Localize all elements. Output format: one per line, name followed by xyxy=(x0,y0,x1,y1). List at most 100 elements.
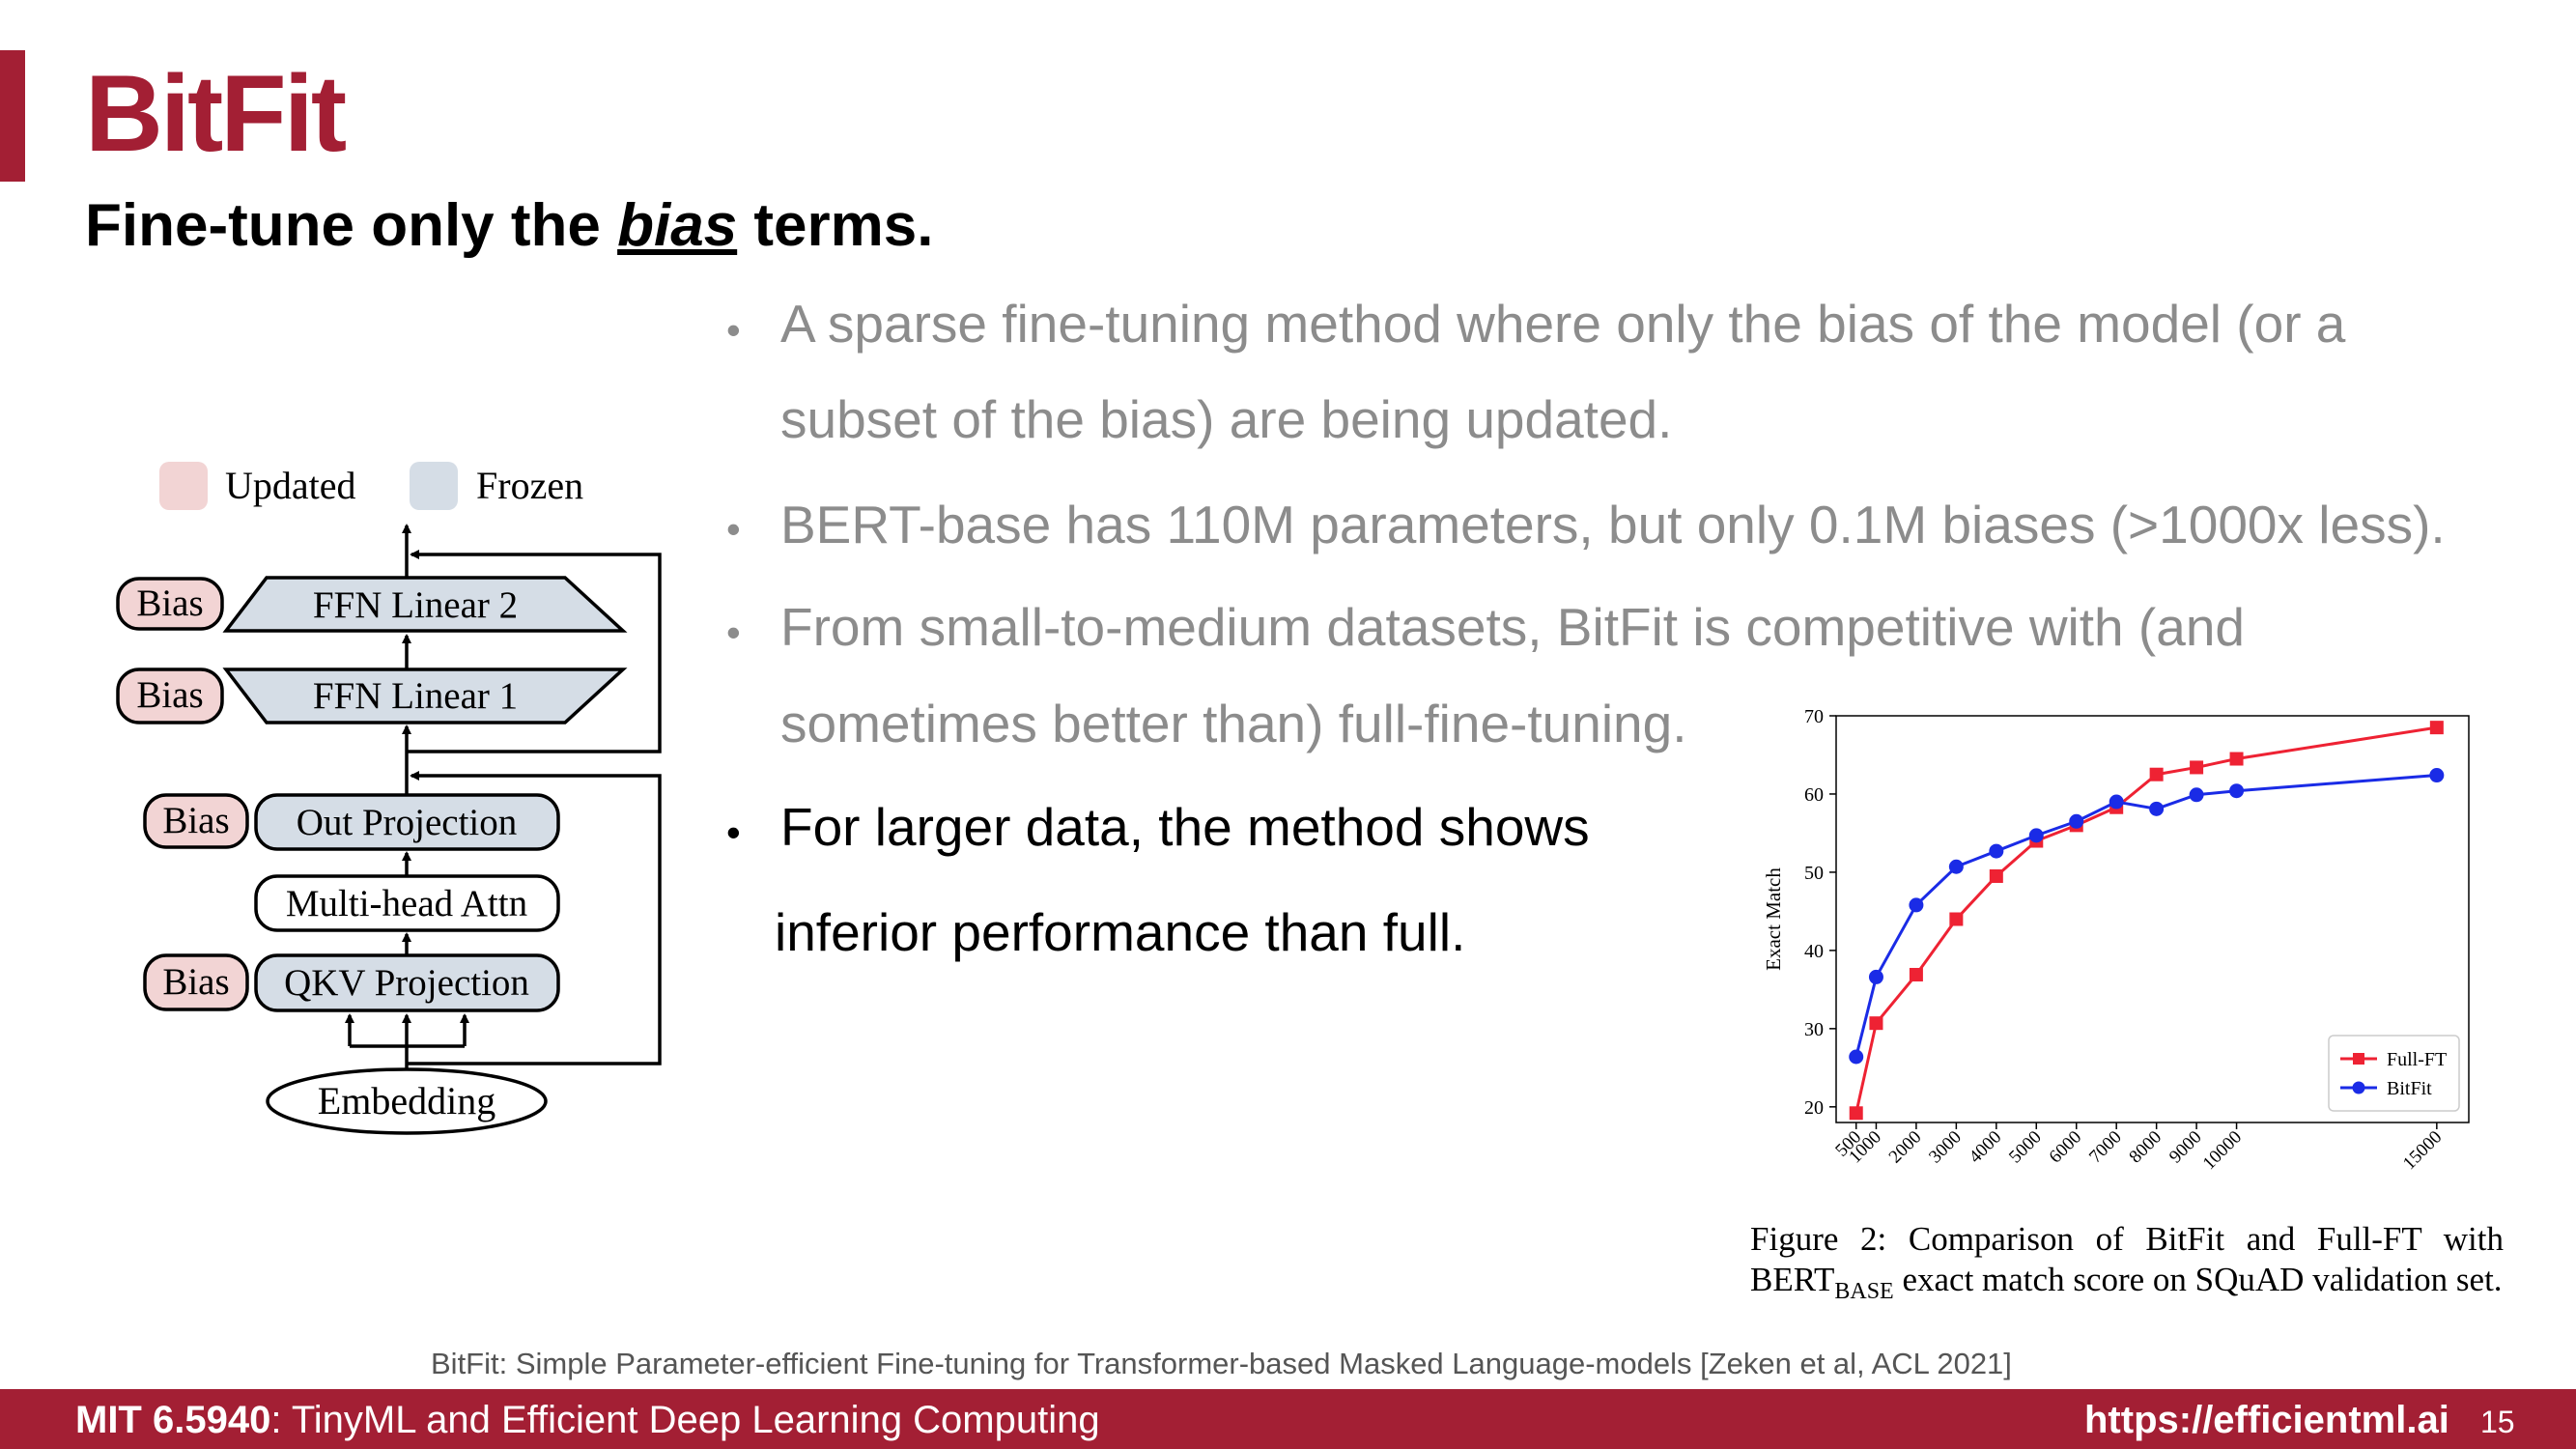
bullet-marker: • xyxy=(726,810,741,855)
bias-ffn2 xyxy=(116,577,224,631)
data-point xyxy=(2028,828,2044,843)
bitfit-architecture-diagram: Updated Frozen Bias FFN Linear 2 Bias FF… xyxy=(116,462,662,1135)
bullet-marker: • xyxy=(726,307,741,353)
data-point xyxy=(2429,768,2445,783)
data-point xyxy=(2189,787,2204,803)
chart-series xyxy=(1849,721,2445,1121)
slide-subtitle: Fine-tune only the bias terms. xyxy=(85,187,934,265)
legend-updated-label: Updated xyxy=(225,464,356,507)
bias-out-projection xyxy=(143,793,249,849)
x-tick-label: 2000 xyxy=(1885,1127,1926,1168)
subtitle-pre: Fine-tune only the xyxy=(85,192,618,259)
bullet-marker: • xyxy=(726,610,741,655)
qkv-projection-block xyxy=(254,953,560,1012)
bias-ffn2-label: Bias xyxy=(136,582,203,624)
x-tick-label: 5000 xyxy=(2005,1127,2046,1168)
chart-legend: Full-FT BitFit xyxy=(2328,1035,2460,1112)
ffn-linear-1-label: FFN Linear 1 xyxy=(313,675,518,717)
caption-line-2: BERTBASE exact match score on SQuAD vali… xyxy=(1750,1260,2504,1312)
legend-marker xyxy=(2352,1081,2365,1094)
out-projection-label: Out Projection xyxy=(297,802,518,843)
ffn-linear-2-block xyxy=(222,576,628,633)
data-point xyxy=(1909,967,1923,981)
series-line xyxy=(1854,774,2437,1058)
title-accent-bar xyxy=(0,50,25,182)
bullet-3-line-1: From small-to-medium datasets, BitFit is… xyxy=(780,597,2245,657)
citation: BitFit: Simple Parameter-efficient Fine-… xyxy=(431,1347,2012,1380)
bullet-1-line-2: subset of the bias) are being updated. xyxy=(780,389,1673,449)
subtitle-post: terms. xyxy=(737,192,934,259)
x-tick-label: 4000 xyxy=(1966,1127,2006,1168)
bullet-2: BERT-base has 110M parameters, but only … xyxy=(780,495,2446,554)
caption-line-1: Figure 2: Comparison of BitFit and Full-… xyxy=(1750,1220,2504,1258)
legend-box xyxy=(2328,1035,2460,1112)
bullet-4-line-2: inferior performance than full. xyxy=(775,902,1466,962)
footer-course-code: MIT 6.5940 xyxy=(75,1399,271,1441)
y-tick-label: 30 xyxy=(1804,1019,1824,1040)
data-point xyxy=(1869,1016,1883,1031)
page-number: 15 xyxy=(2480,1405,2515,1439)
figure-caption: Figure 2: Comparison of BitFit and Full-… xyxy=(1750,1219,2504,1312)
slide-title: BitFit xyxy=(85,53,347,174)
x-tick-label: 8000 xyxy=(2125,1127,2166,1168)
bias-ffn1-label: Bias xyxy=(136,674,203,716)
y-tick-label: 20 xyxy=(1804,1097,1824,1119)
subtitle-emphasis: bias xyxy=(617,192,738,259)
bullet-marker: • xyxy=(726,506,741,552)
data-point xyxy=(1949,912,1964,926)
legend-marker xyxy=(2353,1053,2364,1065)
caption-bert: BERT xyxy=(1750,1261,1835,1298)
y-tick-label: 60 xyxy=(1804,784,1824,806)
legend-updated-swatch xyxy=(159,462,208,510)
data-point xyxy=(1849,1106,1863,1121)
y-tick-label: 40 xyxy=(1804,941,1824,962)
y-tick-label: 50 xyxy=(1804,863,1824,884)
data-point xyxy=(1849,1049,1864,1065)
ffn-linear-2-label: FFN Linear 2 xyxy=(313,584,518,626)
footer-course-name: : TinyML and Efficient Deep Learning Com… xyxy=(270,1399,1100,1441)
data-point xyxy=(2229,752,2244,766)
footer-bar xyxy=(0,1389,2576,1449)
legend-frozen-swatch xyxy=(410,462,458,510)
x-tick-label: 6000 xyxy=(2046,1127,2086,1168)
x-tick-label: 3000 xyxy=(1925,1127,1966,1168)
footer-course: MIT 6.5940: TinyML and Efficient Deep Le… xyxy=(75,1397,1100,1443)
caption-base-subscript: BASE xyxy=(1834,1279,1894,1304)
multi-head-attn-block xyxy=(254,874,560,932)
caption-rest: exact match score on SQuAD validation se… xyxy=(1893,1261,2503,1298)
x-tick-label: 15000 xyxy=(2399,1127,2446,1174)
out-projection-block xyxy=(254,793,560,851)
bias-ffn1 xyxy=(116,668,224,724)
chart-frame xyxy=(1835,715,2470,1123)
data-point xyxy=(1989,843,2004,859)
y-axis-label: Exact Match xyxy=(1762,867,1785,971)
x-tick-label: 7000 xyxy=(2085,1127,2126,1168)
footer-url-link[interactable]: https://efficientml.ai xyxy=(2084,1399,2449,1441)
qkv-projection-label: QKV Projection xyxy=(284,962,529,1004)
bullet-4-line-1: For larger data, the method shows xyxy=(780,797,1590,857)
multi-head-attn-label: Multi-head Attn xyxy=(286,883,527,924)
data-point xyxy=(2190,760,2204,775)
bullet-1-line-1: A sparse fine-tuning method where only t… xyxy=(780,294,2346,354)
embedding-label: Embedding xyxy=(318,1079,495,1122)
bullet-3-line-2: sometimes better than) full-fine-tuning. xyxy=(780,694,1687,753)
data-point xyxy=(1948,859,1964,874)
legend-frozen-label: Frozen xyxy=(476,464,583,507)
embedding-block xyxy=(266,1067,548,1135)
data-point xyxy=(2149,801,2165,816)
bias-qkv-projection-label: Bias xyxy=(162,961,229,1003)
data-point xyxy=(2229,783,2245,799)
legend-label: Full-FT xyxy=(2387,1049,2447,1070)
data-point xyxy=(2069,813,2084,829)
y-tick-label: 70 xyxy=(1804,706,1824,727)
data-point xyxy=(2149,767,2164,781)
data-point xyxy=(1909,897,1924,913)
data-point xyxy=(2429,721,2444,735)
attention-residual-connection xyxy=(407,771,662,1065)
ffn-residual-connection xyxy=(407,550,662,753)
data-point xyxy=(1868,969,1883,984)
bias-out-projection-label: Bias xyxy=(162,800,229,841)
bias-qkv-projection xyxy=(143,953,249,1011)
x-tick-label: 10000 xyxy=(2199,1127,2246,1174)
